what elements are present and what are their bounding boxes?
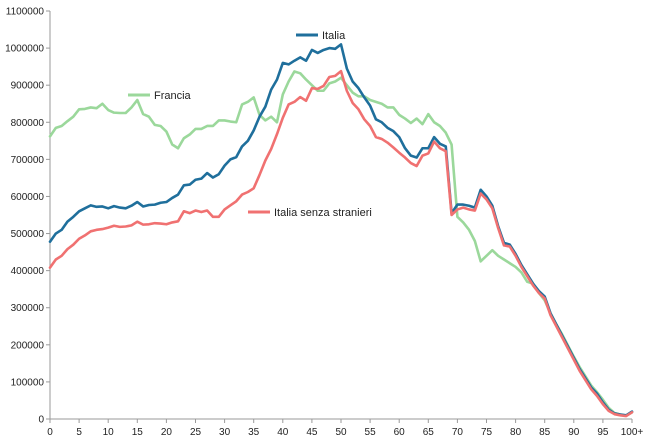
x-tick-label: 5 bbox=[76, 427, 82, 438]
x-tick-label: 70 bbox=[452, 427, 464, 438]
x-tick-label: 15 bbox=[132, 427, 144, 438]
x-tick-label: 90 bbox=[568, 427, 580, 438]
x-tick-label: 10 bbox=[103, 427, 115, 438]
x-axis: 0 5 10 15 20 25 30 35 40 45 50 55 60 65 70 75 80 85 90 95 10… bbox=[47, 418, 644, 438]
y-tick-label: 600000 bbox=[11, 192, 45, 203]
x-tick-label: 0 bbox=[47, 427, 53, 438]
x-tick-label: 20 bbox=[161, 427, 173, 438]
x-tick-label: 80 bbox=[510, 427, 522, 438]
x-tick-label: 30 bbox=[219, 427, 231, 438]
y-tick-label: 800000 bbox=[11, 118, 45, 129]
series-layer bbox=[48, 43, 634, 418]
y-tick-label: 1100000 bbox=[6, 7, 45, 18]
x-tick-label: 75 bbox=[481, 427, 493, 438]
x-tick-label: 40 bbox=[277, 427, 289, 438]
x-tick-label: 85 bbox=[539, 427, 551, 438]
legend-label-italia-senza-stranieri: Italia senza stranieri bbox=[274, 207, 372, 219]
y-tick-label: 1000000 bbox=[5, 44, 44, 55]
y-axis: 0 100000 200000 300000 400000 500000 600000 700… bbox=[5, 7, 51, 426]
x-tick-label: 95 bbox=[597, 427, 609, 438]
y-tick-label: 500000 bbox=[11, 229, 45, 240]
x-tick-label: 50 bbox=[335, 427, 347, 438]
x-tick-label: 55 bbox=[365, 427, 377, 438]
x-tick-label: 45 bbox=[306, 427, 318, 438]
y-tick-label: 700000 bbox=[11, 155, 45, 166]
y-tick-label: 300000 bbox=[11, 303, 45, 314]
x-tick-label: 60 bbox=[394, 427, 406, 438]
x-tick-label: 25 bbox=[190, 427, 202, 438]
y-tick-label: 400000 bbox=[11, 266, 45, 277]
legend-labels: Italia Francia Italia senza stranieri bbox=[128, 30, 372, 219]
x-tick-label: 100+ bbox=[621, 427, 644, 438]
legend-label-italia: Italia bbox=[322, 30, 346, 42]
y-tick-label: 0 bbox=[38, 415, 44, 426]
x-tick-label: 35 bbox=[248, 427, 260, 438]
series-line-italia-senza-stranieri bbox=[48, 69, 634, 418]
x-tick-label: 65 bbox=[423, 427, 435, 438]
legend-label-francia: Francia bbox=[154, 90, 192, 102]
series-line-francia bbox=[48, 70, 634, 417]
y-tick-label: 200000 bbox=[11, 340, 45, 351]
y-tick-label: 100000 bbox=[11, 377, 45, 388]
y-tick-label: 900000 bbox=[11, 81, 45, 92]
